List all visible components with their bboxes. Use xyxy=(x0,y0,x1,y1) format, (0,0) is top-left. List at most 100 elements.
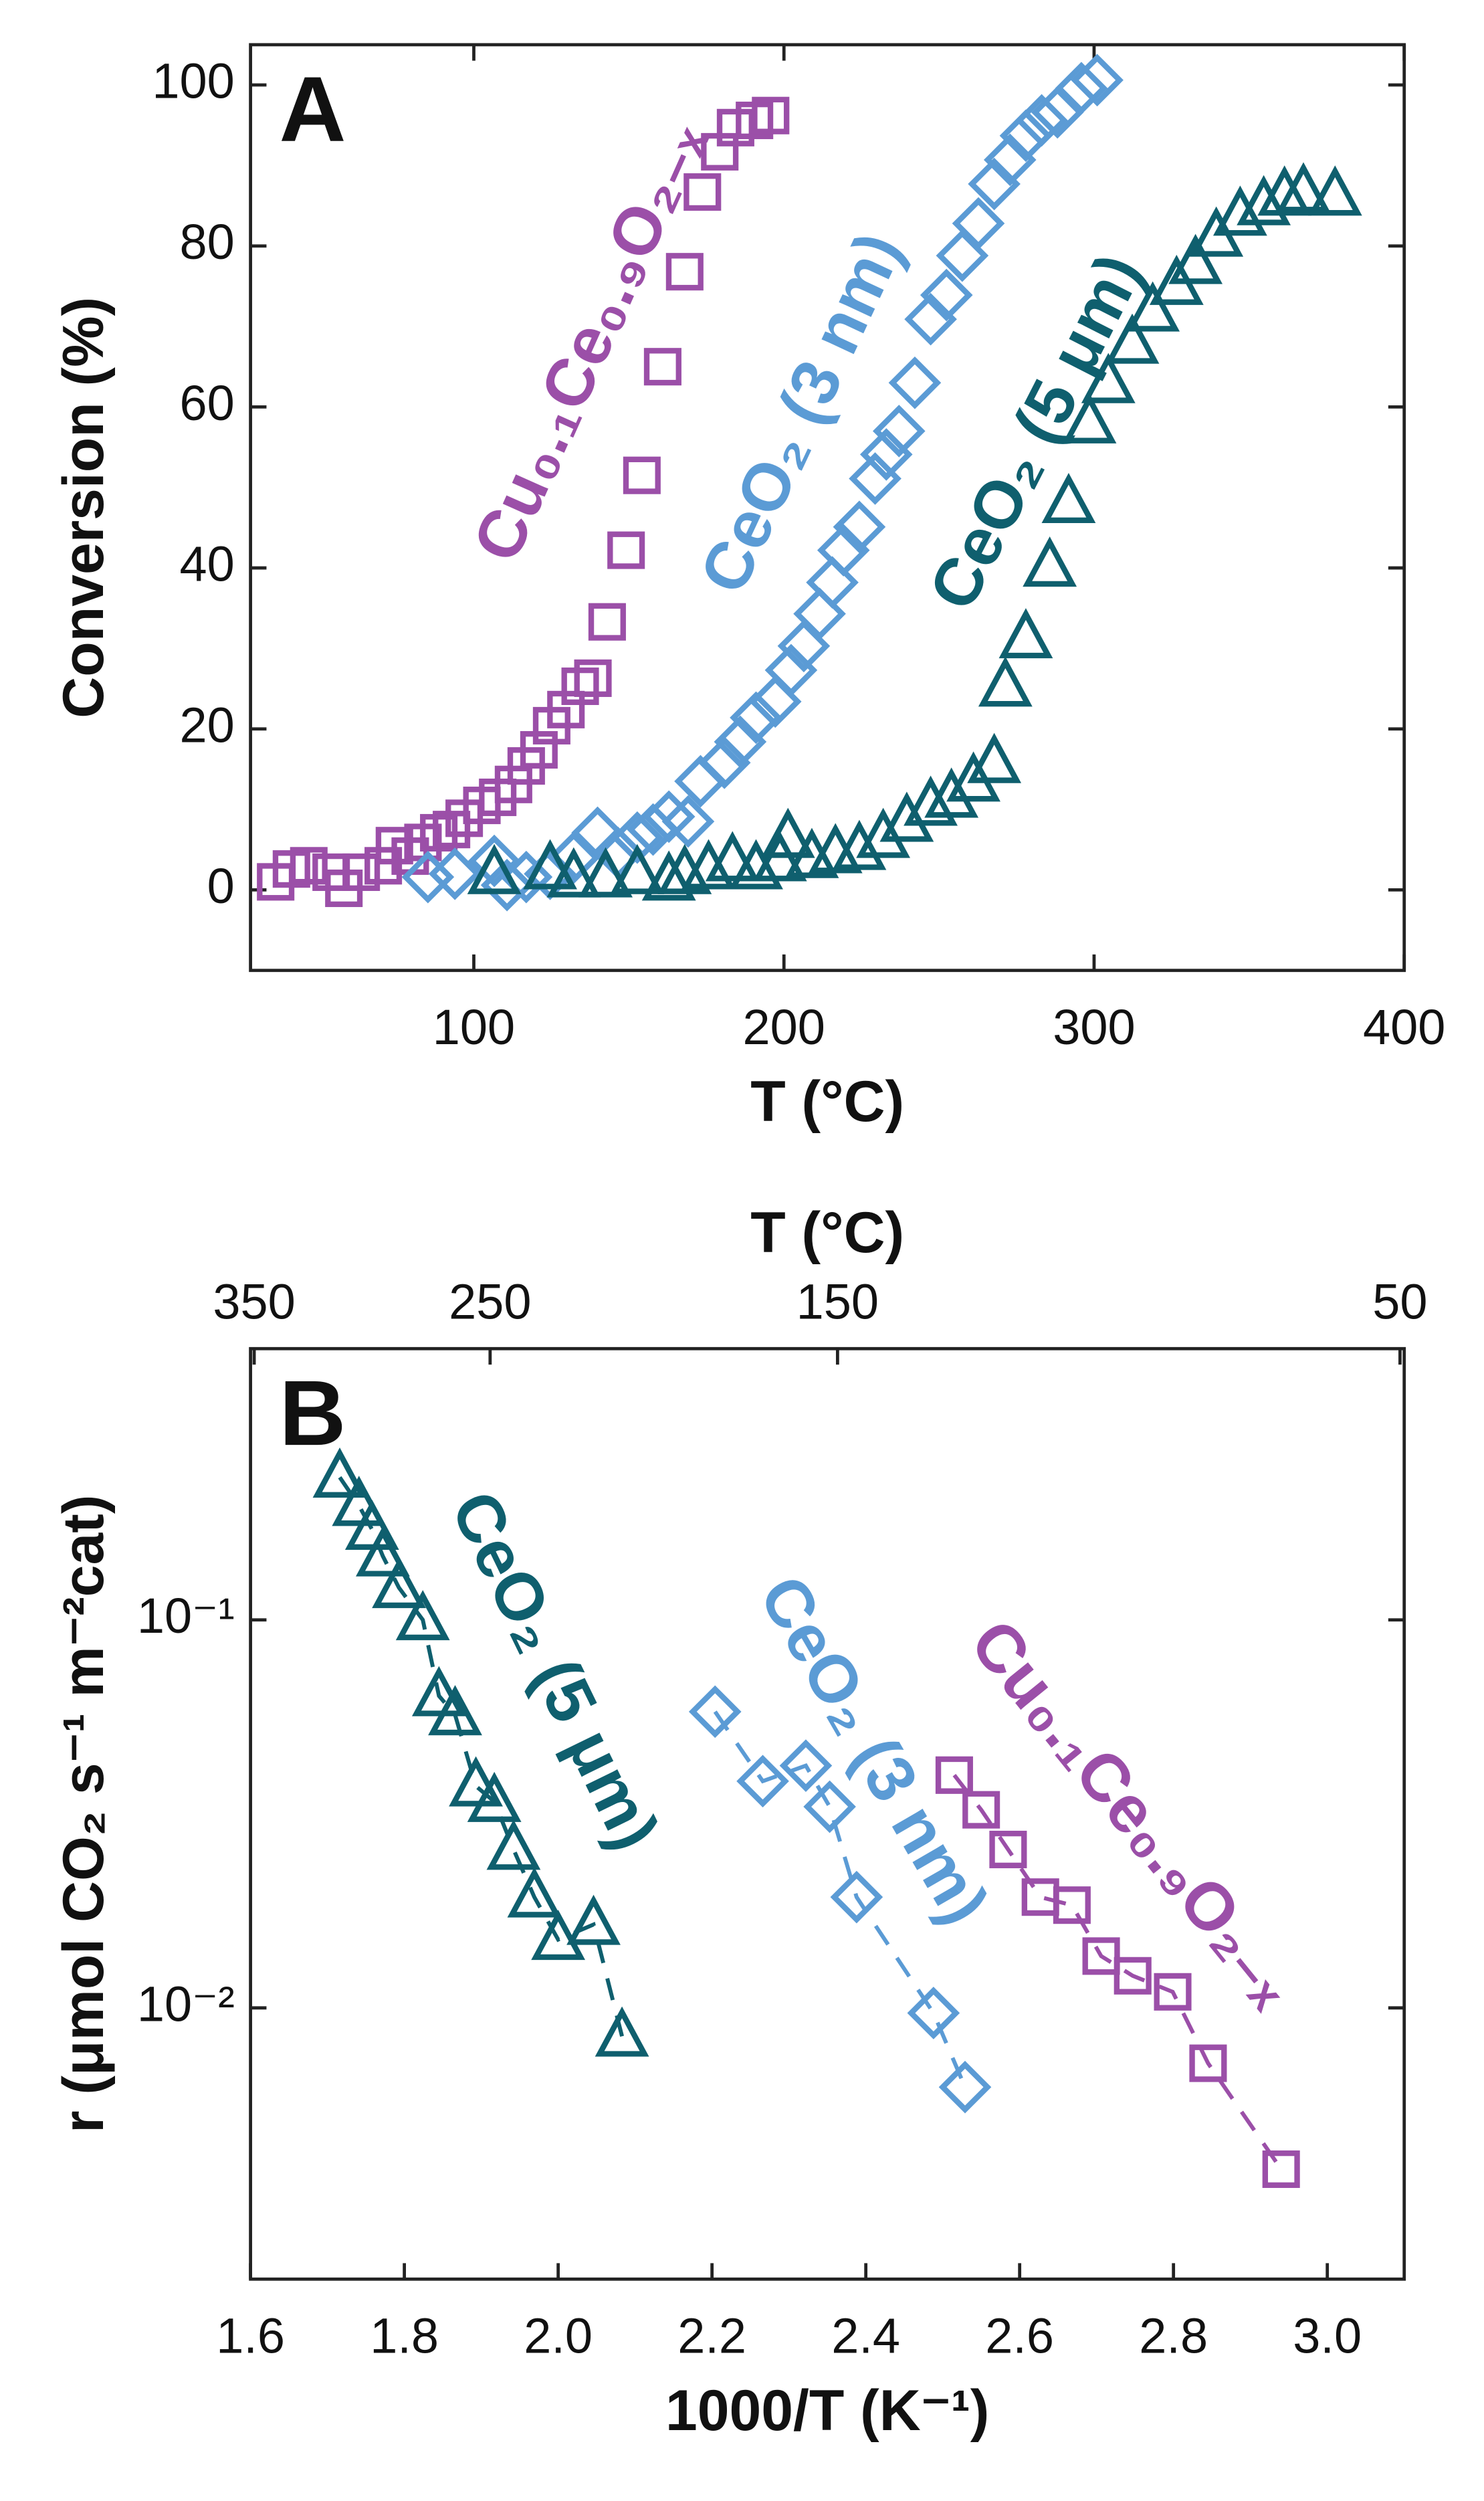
marker-diamond xyxy=(952,197,1005,250)
marker-diamond xyxy=(547,831,601,884)
marker-square xyxy=(607,531,645,569)
marker-diamond xyxy=(428,847,482,900)
marker-diamond xyxy=(968,157,1021,211)
marker-diamond xyxy=(401,850,455,904)
marker-diamond xyxy=(1071,54,1124,107)
marker-diamond xyxy=(714,715,767,769)
marker-diamond xyxy=(1015,94,1068,147)
marker-triangle xyxy=(507,1867,562,1918)
marker-triangle xyxy=(879,791,934,842)
marker-triangle xyxy=(978,656,1033,707)
marker-diamond xyxy=(611,811,664,864)
marker-diamond xyxy=(730,691,782,744)
marker-triangle xyxy=(760,807,815,858)
marker-triangle xyxy=(610,843,665,894)
series-label: Cu₀.₁Ce₀.₉O₂₋ₓ xyxy=(459,110,720,572)
marker-square xyxy=(290,847,328,885)
x-tick-label: 100 xyxy=(433,999,515,1055)
marker-square xyxy=(989,1830,1027,1869)
y-tick-label: 60 xyxy=(179,375,234,431)
marker-diamond xyxy=(736,1755,789,1808)
y-tick-label: 0 xyxy=(207,858,235,914)
series-label: CeO₂ (3 nm) xyxy=(685,221,917,604)
marker-square xyxy=(561,667,599,705)
marker-triangle xyxy=(967,732,1022,783)
y-tick-label: 10⁻² xyxy=(137,1976,235,2031)
marker-triangle xyxy=(332,1476,387,1526)
marker-triangle xyxy=(566,1894,621,1945)
x-tick-label: 3.0 xyxy=(1293,2308,1362,2363)
marker-triangle xyxy=(523,839,577,890)
marker-square xyxy=(520,730,558,769)
marker-triangle xyxy=(1105,313,1160,364)
plot-frame xyxy=(249,43,1406,973)
y-axis-label: r (μmol CO₂ s⁻¹ m⁻²cat) xyxy=(51,1495,116,2133)
marker-triangle xyxy=(531,1910,586,1961)
marker-diamond xyxy=(642,790,696,843)
x-tick-label: 2.0 xyxy=(524,2308,593,2363)
marker-square xyxy=(342,853,381,891)
panel-label: B xyxy=(280,1362,346,1465)
marker-diamond xyxy=(779,1739,833,1792)
marker-square xyxy=(1189,2044,1227,2082)
y-tick-label: 20 xyxy=(179,697,234,753)
marker-diamond xyxy=(803,1780,856,1833)
marker-diamond xyxy=(806,556,859,609)
marker-square xyxy=(962,1791,1000,1829)
marker-triangle xyxy=(1168,233,1223,284)
x-tick-label: 200 xyxy=(743,999,825,1055)
marker-diamond xyxy=(888,356,942,409)
marker-square xyxy=(1021,1878,1059,1916)
marker-square xyxy=(1053,1886,1091,1924)
x-tick-label: 400 xyxy=(1363,999,1445,1055)
series-label: CeO₂ (3 nm) xyxy=(745,1563,1004,1936)
marker-triangle xyxy=(1307,165,1362,216)
x-tick-label: 2.4 xyxy=(831,2308,900,2363)
marker-diamond xyxy=(817,524,870,577)
marker-triangle xyxy=(1126,281,1180,332)
y-tick-label: 80 xyxy=(179,214,234,270)
marker-triangle xyxy=(356,1526,410,1577)
x2-axis-label: T (°C) xyxy=(750,1201,904,1265)
y-tick-label: 10⁻¹ xyxy=(137,1588,235,1643)
marker-diamond xyxy=(688,1685,742,1738)
marker-square xyxy=(665,253,704,291)
marker-triangle xyxy=(1237,175,1291,225)
marker-triangle xyxy=(705,831,760,882)
x-axis-label: T (°C) xyxy=(750,1070,904,1134)
marker-square xyxy=(364,847,403,885)
marker-triangle xyxy=(1023,536,1077,587)
marker-triangle xyxy=(641,850,696,901)
y-tick-label: 40 xyxy=(179,536,234,592)
marker-triangle xyxy=(312,1447,367,1498)
marker-square xyxy=(588,603,626,641)
marker-triangle xyxy=(904,775,958,826)
marker-diamond xyxy=(938,2060,992,2114)
marker-triangle xyxy=(1212,185,1267,236)
marker-diamond xyxy=(859,428,913,481)
marker-triangle xyxy=(998,608,1053,659)
marker-diamond xyxy=(999,109,1053,163)
marker-triangle xyxy=(595,2006,649,2057)
x2-tick-label: 150 xyxy=(797,1274,879,1329)
x2-tick-label: 350 xyxy=(213,1274,295,1329)
marker-diamond xyxy=(833,500,886,553)
marker-diamond xyxy=(661,795,715,848)
plot-frame xyxy=(249,1346,1406,2281)
marker-square xyxy=(574,659,612,697)
x-axis-label: 1000/T (K⁻¹) xyxy=(665,2379,989,2443)
marker-triangle xyxy=(411,1666,466,1716)
marker-triangle xyxy=(856,807,911,858)
marker-square xyxy=(716,108,754,146)
marker-diamond xyxy=(907,1987,960,2039)
marker-square xyxy=(1114,1957,1152,1995)
marker-diamond xyxy=(830,1870,883,1924)
marker-square xyxy=(643,348,681,386)
marker-triangle xyxy=(467,843,522,894)
x-tick-label: 2.6 xyxy=(985,2308,1054,2363)
marker-triangle xyxy=(1257,165,1312,216)
marker-square xyxy=(935,1756,973,1794)
x2-tick-label: 50 xyxy=(1372,1274,1427,1329)
